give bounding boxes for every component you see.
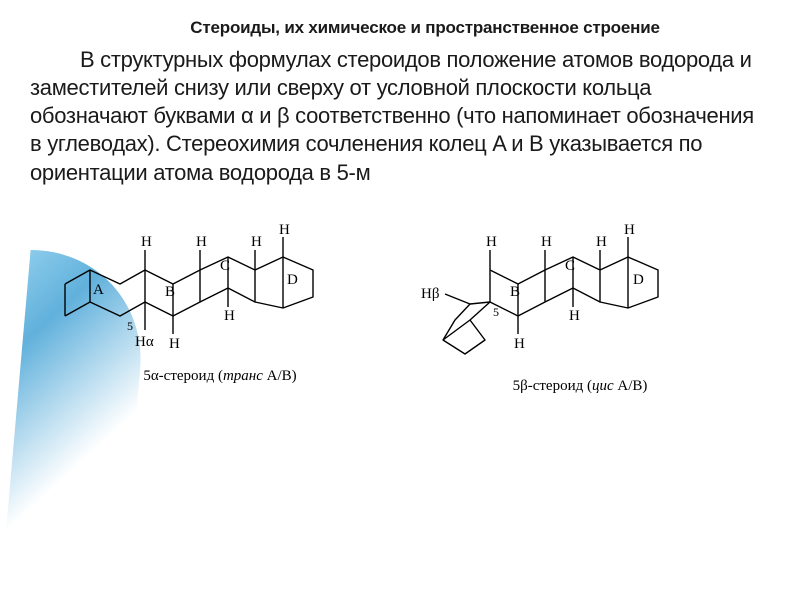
label-h-1: H [486, 234, 497, 250]
steroid-5alpha-svg: A B C D H H H H H H 5 Hα [55, 212, 385, 362]
label-h-4: H [624, 222, 635, 238]
label-b: B [165, 284, 175, 300]
label-h-6: H [224, 308, 235, 324]
ring-a-outline [65, 270, 145, 316]
slide-content: Стероиды, их химическое и пространственн… [0, 0, 800, 405]
label-h-2: H [196, 234, 207, 250]
label-h-1: H [141, 234, 152, 250]
label-h-4: H [279, 222, 290, 238]
caption-italic: транс [223, 368, 263, 384]
label-a: A [93, 282, 104, 298]
label-h-3: H [251, 234, 262, 250]
body-paragraph: В структурных формулах стероидов положен… [30, 46, 770, 187]
label-h-3: H [596, 234, 607, 250]
caption-tail: A/B) [263, 368, 297, 384]
caption-italic: цис [592, 378, 614, 394]
diagram-5alpha: A B C D H H H H H H 5 Hα 5α-стероид (тра… [55, 212, 385, 395]
caption-5beta: 5β-стероид (цис A/B) [513, 378, 648, 395]
diagram-row: A B C D H H H H H H 5 Hα 5α-стероид (тра… [30, 212, 770, 395]
label-hbeta: Hβ [421, 286, 439, 302]
diagram-5beta: B C D H H H H H H 5 Hβ 5β-стероид (цис A… [415, 212, 745, 395]
caption-main: 5α-стероид ( [143, 368, 223, 384]
label-d: D [633, 272, 644, 288]
ring-d-outline [600, 257, 658, 308]
label-c: C [565, 258, 575, 274]
slide-title: Стероиды, их химическое и пространственн… [80, 18, 770, 38]
label-h-2: H [541, 234, 552, 250]
steroid-5beta-svg: B C D H H H H H H 5 Hβ [415, 212, 745, 372]
ring-a-outline [443, 302, 490, 354]
ring-a-edge-1 [443, 320, 470, 340]
label-b: B [510, 284, 520, 300]
label-five: 5 [493, 305, 499, 319]
label-h-5: H [514, 336, 525, 352]
label-five: 5 [127, 319, 133, 333]
label-halpha: Hα [135, 334, 154, 350]
caption-5alpha: 5α-стероид (транс A/B) [143, 368, 296, 385]
ring-d-outline [255, 257, 313, 308]
label-h-5: H [169, 336, 180, 352]
h-bond-hbeta [445, 294, 470, 304]
caption-main: 5β-стероид ( [513, 378, 592, 394]
ring-a-edge-2 [470, 302, 490, 304]
label-h-6: H [569, 308, 580, 324]
label-d: D [287, 272, 298, 288]
caption-tail: A/B) [614, 378, 648, 394]
label-c: C [220, 258, 230, 274]
